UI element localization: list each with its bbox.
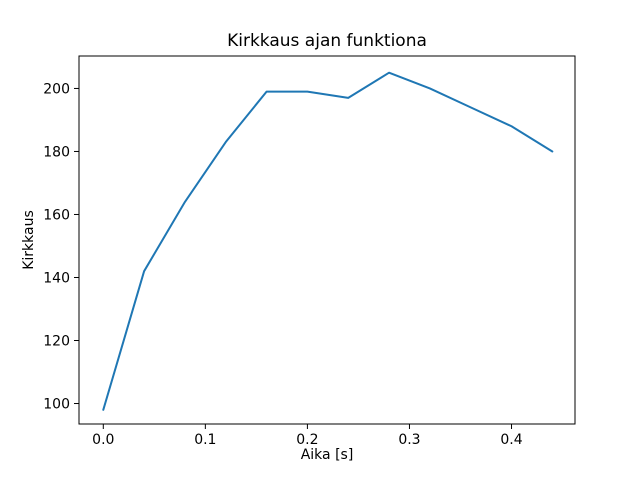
data-line — [102, 71, 554, 411]
x-tick-label: 0.3 — [398, 432, 420, 448]
x-tick-label: 0.2 — [296, 432, 318, 448]
chart-title: Kirkkaus ajan funktiona — [227, 31, 427, 51]
y-tick-label: 140 — [43, 270, 70, 286]
y-axis-label: Kirkkaus — [21, 210, 37, 270]
y-tick-label: 160 — [43, 207, 70, 223]
x-tick-label: 0.4 — [500, 432, 522, 448]
x-tick-label: 0.0 — [92, 432, 114, 448]
plot-spines — [78, 55, 576, 425]
y-tick-label: 200 — [43, 81, 70, 97]
y-tick-label: 100 — [43, 397, 70, 413]
y-tick-label: 180 — [43, 144, 70, 160]
x-tick-label: 0.1 — [194, 432, 216, 448]
x-axis-label: Aika [s] — [300, 447, 354, 463]
y-tick-label: 120 — [43, 334, 70, 350]
